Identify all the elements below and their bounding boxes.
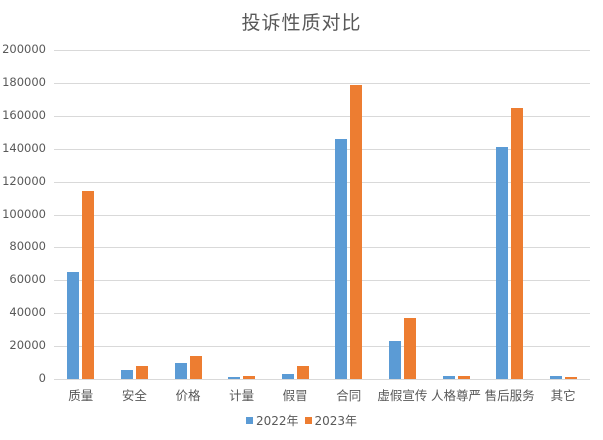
legend-swatch-icon [245, 417, 253, 424]
x-tick-label: 人格尊严 [430, 388, 481, 403]
bar-2023 [511, 107, 524, 379]
bar-2023 [564, 376, 577, 379]
gridline [54, 115, 590, 117]
legend-label: 2022年 [255, 414, 299, 428]
x-tick-label: 售后服务 [484, 388, 535, 403]
gridline [54, 148, 590, 150]
bar-2023 [350, 84, 363, 379]
bar-2023 [243, 375, 256, 379]
bar-2022 [174, 362, 187, 379]
legend-swatch-icon [304, 417, 312, 424]
gridline [54, 50, 590, 51]
bar-2022 [442, 376, 455, 379]
y-tick-label: 80000 [9, 239, 46, 254]
y-tick-label: 140000 [2, 140, 46, 155]
x-tick-label: 价格 [175, 388, 201, 403]
y-tick-label: 160000 [2, 107, 46, 122]
y-tick-label: 120000 [2, 173, 46, 188]
x-axis: 质量 安全 价格 计量 假冒 合同 虚假宣传 人格尊严 售后服务 其它 [54, 385, 590, 405]
gridline [54, 181, 590, 183]
bar-2022 [549, 375, 562, 379]
gridline [54, 247, 590, 249]
x-tick-label: 安全 [121, 388, 147, 403]
y-tick-label: 0 [38, 371, 46, 385]
legend-item: 2022年 [245, 412, 299, 429]
bar-2022 [281, 373, 294, 379]
y-tick-label: 180000 [2, 74, 46, 89]
bar-2023 [457, 376, 470, 379]
gridline [54, 82, 590, 84]
bar-2022 [67, 272, 80, 379]
x-tick-label: 其它 [550, 388, 576, 403]
x-tick-label: 合同 [336, 388, 362, 403]
legend-item: 2023年 [304, 412, 358, 429]
y-tick-label: 100000 [2, 206, 46, 221]
bar-2022 [120, 369, 133, 379]
y-tick-label: 40000 [9, 305, 46, 320]
gridline [54, 313, 590, 315]
bar-2022 [388, 340, 401, 379]
bar-2022 [335, 138, 348, 379]
bar-2022 [496, 147, 509, 379]
x-tick-label: 质量 [68, 388, 94, 403]
legend-label: 2023年 [314, 414, 358, 428]
chart-title: 投诉性质对比 [241, 12, 362, 34]
gridline [54, 214, 590, 216]
y-tick-label: 60000 [9, 272, 46, 287]
bar-2023 [82, 190, 95, 379]
bar-2023 [296, 365, 309, 379]
gridline [54, 379, 590, 380]
x-tick-label: 虚假宣传 [377, 388, 428, 403]
bar-2022 [228, 377, 241, 379]
x-tick-label: 假冒 [282, 388, 308, 403]
gridline [54, 346, 590, 348]
gridline [54, 280, 590, 282]
x-tick-label: 计量 [229, 388, 255, 403]
bar-2023 [403, 317, 416, 379]
plot-area [54, 50, 590, 380]
bar-2023 [135, 365, 148, 379]
bar-2023 [189, 355, 202, 379]
legend: 2022年 2023年 [0, 412, 603, 429]
y-tick-label: 20000 [9, 338, 46, 353]
y-tick-label: 200000 [2, 42, 46, 56]
